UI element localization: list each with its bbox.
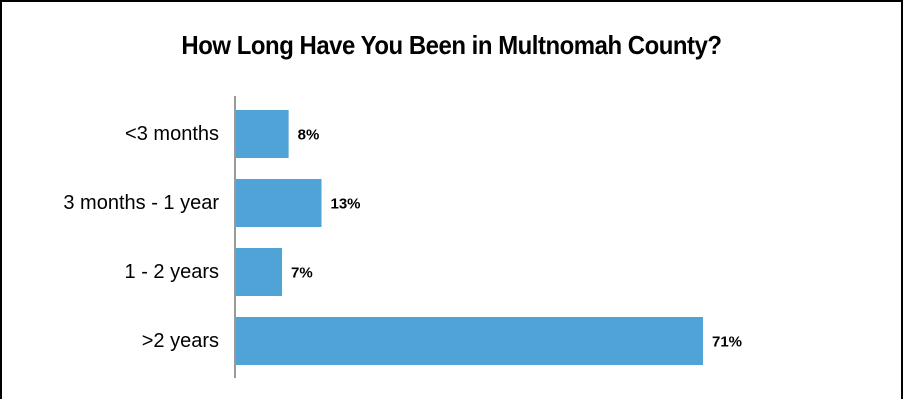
chart-title: How Long Have You Been in Multnomah Coun… (181, 30, 722, 60)
bar-0 (236, 110, 289, 158)
bar-2 (236, 248, 283, 296)
value-label-3: 71% (712, 334, 742, 351)
bar-3 (236, 317, 703, 365)
value-label-0: 8% (298, 127, 320, 144)
category-label-3: >2 years (142, 330, 219, 352)
category-label-0: <3 months (125, 123, 219, 145)
bar-1 (236, 179, 322, 227)
value-label-2: 7% (291, 265, 313, 282)
value-label-1: 13% (331, 196, 361, 213)
category-label-2: 1 - 2 years (125, 261, 219, 283)
category-label-1: 3 months - 1 year (63, 192, 219, 214)
